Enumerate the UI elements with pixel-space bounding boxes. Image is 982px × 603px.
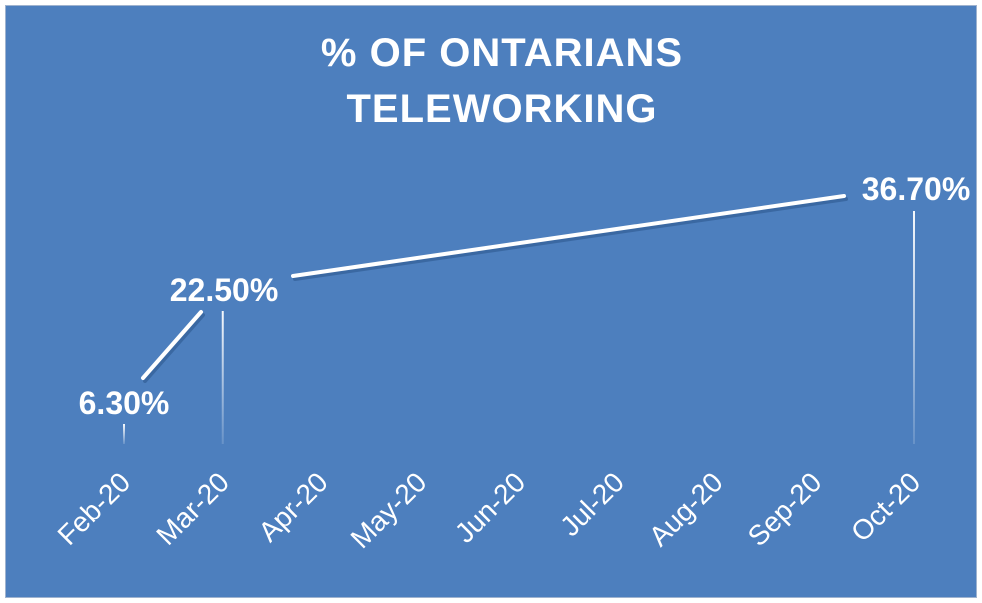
data-label-feb-20: 6.30% [79,385,170,421]
series-line-shadow-1 [143,313,205,383]
data-label-oct-20: 36.70% [862,171,971,207]
series-line-segment-2 [291,194,846,278]
chart-title-line-2: TELEWORKING [347,87,658,131]
series-line-segment-1 [141,310,203,380]
chart-background [6,6,976,597]
drop-lines [123,211,915,444]
drop-line-oct-20 [913,211,915,444]
drop-line-mar-20 [221,311,224,444]
series-line [141,194,848,383]
drop-line-feb-20 [123,424,125,444]
series-line-shadow-2 [293,197,848,281]
chart-frame: % OF ONTARIANS TELEWORKING 6.30% 22.50% 36… [5,5,977,598]
line-chart: % OF ONTARIANS TELEWORKING 6.30% 22.50% 36… [6,6,976,597]
chart-title-line-1: % OF ONTARIANS [321,31,683,75]
data-labels: 6.30% 22.50% 36.70% [79,171,971,421]
data-label-mar-20: 22.50% [170,272,279,308]
